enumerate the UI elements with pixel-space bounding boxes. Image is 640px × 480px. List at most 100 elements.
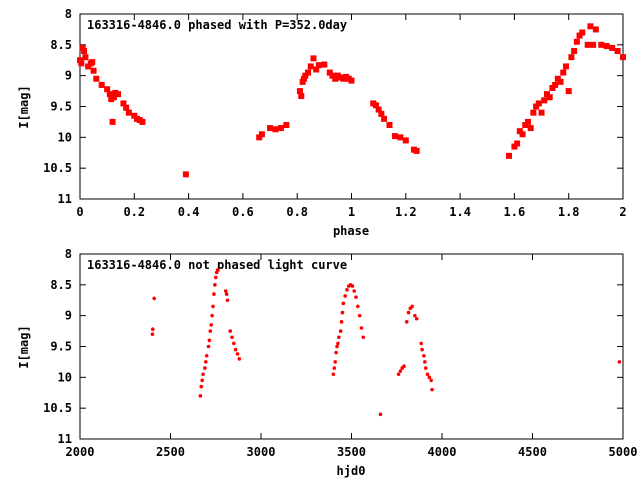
- x-tick-label: 5000: [609, 445, 638, 459]
- data-point: [404, 320, 409, 324]
- data-point: [203, 360, 208, 364]
- data-point: [198, 394, 203, 398]
- x-tick-label: 4000: [428, 445, 457, 459]
- data-point: [336, 341, 340, 346]
- data-point: [213, 283, 217, 287]
- data-point: [335, 344, 339, 349]
- x-tick-label: 1.6: [504, 205, 526, 219]
- data-point: [93, 75, 100, 82]
- data-point: [230, 335, 234, 340]
- data-point: [402, 364, 406, 369]
- data-point: [223, 289, 228, 293]
- data-point: [332, 366, 337, 370]
- data-point: [272, 126, 279, 133]
- data-point: [235, 352, 240, 356]
- x-axis-ticks: 2000 2500 3000 3500 4000 4500 5000: [66, 254, 638, 459]
- y-tick-label: 9.5: [50, 340, 72, 354]
- data-point: [106, 91, 113, 98]
- data-point: [357, 313, 362, 318]
- data-point: [598, 41, 605, 48]
- data-point: [420, 347, 424, 352]
- y-tick-label: 9.5: [50, 100, 72, 114]
- data-point: [302, 72, 309, 79]
- data-point: [350, 284, 355, 288]
- data-point: [283, 122, 290, 128]
- data-point: [82, 54, 89, 61]
- x-tick-label: 1: [348, 205, 355, 219]
- data-point: [300, 75, 307, 82]
- data-point: [321, 61, 328, 68]
- data-point: [352, 289, 357, 293]
- x-tick-label: 2: [619, 205, 626, 219]
- data-point: [406, 310, 411, 315]
- x-tick-label: 1.8: [558, 205, 580, 219]
- data-point: [224, 292, 229, 296]
- data-point: [603, 43, 610, 50]
- data-point: [549, 85, 556, 91]
- data-point: [115, 91, 122, 98]
- y-tick-label: 11: [58, 432, 72, 446]
- data-point: [345, 287, 349, 292]
- data-point: [212, 292, 216, 296]
- data-point: [562, 63, 569, 70]
- data-point: [530, 109, 537, 116]
- data-point: [423, 360, 427, 364]
- data-point: [77, 57, 83, 64]
- data-point: [310, 55, 317, 62]
- plot-frame: [79, 253, 624, 440]
- y-tick-label: 8: [65, 247, 72, 261]
- data-point: [381, 115, 388, 122]
- data-point: [267, 125, 274, 132]
- x-tick-label: 0.2: [123, 205, 145, 219]
- data-point: [228, 329, 233, 333]
- y-tick-label: 10.5: [43, 401, 72, 415]
- chart-title: 163316-4846.0 phased with P=352.0day: [87, 18, 347, 32]
- data-point: [519, 131, 526, 138]
- data-point: [617, 360, 622, 364]
- data-point: [535, 100, 542, 107]
- data-point: [209, 323, 214, 327]
- data-point: [98, 81, 105, 88]
- data-point: [210, 313, 214, 318]
- x-tick-label: 1.2: [395, 205, 417, 219]
- data-point: [565, 88, 572, 95]
- x-tick-label: 3000: [247, 445, 276, 459]
- data-point: [341, 301, 346, 306]
- data-point: [206, 344, 211, 349]
- x-tick-label: 0: [76, 205, 83, 219]
- y-tick-label: 11: [58, 192, 72, 206]
- data-point: [375, 106, 382, 113]
- y-tick-label: 8.5: [50, 278, 72, 292]
- y-tick-label: 10.5: [43, 161, 72, 175]
- data-point: [398, 369, 403, 373]
- y-tick-label: 8.5: [50, 38, 72, 52]
- data-point: [348, 77, 355, 84]
- data-point: [277, 125, 284, 132]
- data-point: [299, 78, 306, 85]
- data-point: [419, 341, 423, 346]
- data-point: [79, 44, 86, 51]
- data-point: [538, 109, 545, 116]
- data-point: [208, 329, 213, 333]
- data-point: [354, 295, 358, 299]
- data-point: [237, 357, 242, 361]
- data-point: [338, 329, 343, 333]
- data-point: [211, 304, 215, 309]
- y-axis-ticks: 8 8.5 9 9.5 10 10.5 11: [43, 7, 623, 206]
- data-point: [305, 69, 312, 76]
- data-point: [78, 60, 85, 67]
- data-point: [343, 294, 347, 298]
- data-point: [573, 38, 580, 45]
- y-tick-label: 9: [65, 69, 72, 83]
- data-point: [213, 275, 218, 280]
- data-point: [131, 112, 138, 119]
- data-point: [331, 372, 336, 377]
- data-point: [557, 78, 564, 85]
- data-point: [592, 26, 599, 33]
- data-point: [378, 412, 383, 417]
- plot-frame: [79, 13, 624, 200]
- data-point: [386, 122, 393, 128]
- x-axis-label: phase: [333, 224, 369, 238]
- data-point: [410, 304, 414, 309]
- data-point: [614, 48, 621, 54]
